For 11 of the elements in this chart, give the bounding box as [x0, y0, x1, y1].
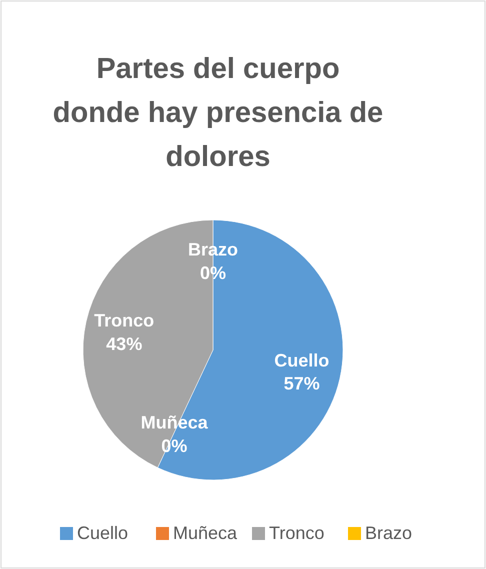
legend-label: Brazo	[365, 523, 412, 543]
category-label: Brazo	[188, 239, 238, 260]
slice-label: Cuello	[274, 350, 330, 370]
text: 0%	[200, 262, 226, 283]
slice-label: Tronco	[94, 310, 154, 331]
data-label: 43%	[106, 334, 142, 354]
chart-title: Partes del cuerpo donde hay presencia de dolores	[52, 53, 384, 173]
legend-label: Tronco	[269, 523, 324, 543]
legend-label: Muñeca	[173, 523, 238, 543]
data-label: 57%	[284, 374, 320, 394]
legend-label: Cuello	[77, 523, 128, 543]
